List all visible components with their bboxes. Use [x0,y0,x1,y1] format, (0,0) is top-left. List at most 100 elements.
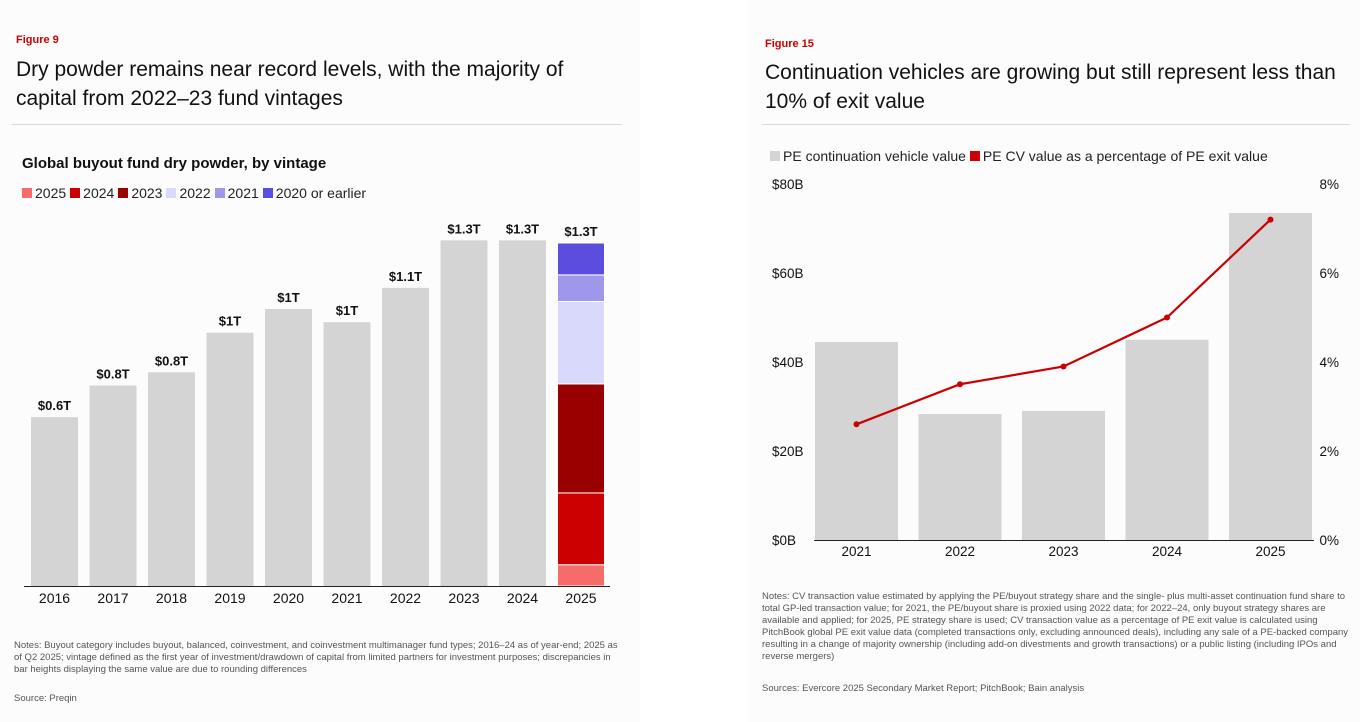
legend-item-right-1: PE CV value as a percentage of PE exit v… [969,148,1268,164]
y-tick-left: $80B [772,177,804,192]
bar-2017 [89,385,137,586]
line-point-2023 [1060,363,1067,370]
legend-swatch [969,151,980,161]
data-label-2019: $1T [219,314,241,329]
x-tick-2021: 2021 [331,590,362,606]
bar-2021 [815,341,898,540]
y-tick-right: 4% [1319,355,1339,370]
legend-swatch [22,188,32,198]
bar-2022 [918,414,1002,540]
x-tick-2019: 2019 [214,590,245,606]
data-label-2018: $0.8T [155,353,188,368]
data-label-2017: $0.8T [96,366,129,381]
bar-segment-2025 [557,564,605,587]
source: Sources: Evercore 2025 Secondary Market … [762,683,1085,694]
bar-2018 [148,372,195,586]
bar-2020 [265,308,312,586]
data-label-2020: $1T [277,290,299,305]
bar-segment-2022 [557,300,605,385]
bar-2022 [382,287,429,586]
x-tick-2022: 2022 [945,544,975,559]
bar-2019 [206,332,254,586]
legend-label: 2025 [35,185,67,201]
bar-2025 [1229,212,1312,541]
bar-segment-2024 [557,492,605,566]
data-label-2023: $1.3T [447,221,480,236]
legend-label: 2022 [179,185,211,201]
x-tick-2023: 2023 [448,590,479,606]
notes: Notes: CV transaction value estimated by… [762,591,1349,662]
x-tick-2021: 2021 [841,544,871,559]
title-divider [762,124,1350,125]
legend-swatch [214,188,225,198]
legend-swatch [70,188,81,198]
x-tick-2024: 2024 [507,590,538,606]
data-label-2016: $0.6T [38,398,71,413]
bar-segment-2021 [557,274,605,302]
notes: Notes: Buyout category includes buyout, … [14,640,618,675]
line-point-2024 [1164,314,1170,321]
legend-label: 2023 [131,185,163,201]
y-tick-right: 8% [1319,177,1339,192]
legend-swatch [262,188,273,198]
figure-label: Figure 9 [16,34,59,46]
legend-item-left-1: 2024 [70,185,114,201]
legend-label: 2020 or earlier [275,185,367,201]
legend-label: PE continuation vehicle value [783,148,966,164]
legend-item-left-4: 2021 [214,185,259,201]
bar-2024 [1125,339,1209,540]
legend-item-right-0: PE continuation vehicle value [770,148,966,164]
legend-item-left-2: 2023 [118,185,162,201]
bar-2024 [499,240,546,586]
data-label-2022: $1.1T [389,269,422,284]
legend-item-left-3: 2022 [166,185,211,201]
line-point-2025 [1267,216,1274,223]
legend-label: 2024 [83,185,115,201]
x-tick-2023: 2023 [1048,544,1078,559]
line-point-2022 [957,381,963,388]
bar-segment-2020-or-earlier [557,242,605,276]
chart-legend: PE continuation vehicle value PE CV value… [770,148,1272,164]
chart-title: Global buyout fund dry powder, by vintag… [22,155,327,172]
x-tick-2018: 2018 [156,590,187,606]
bar-2023 [1022,410,1105,540]
x-tick-2025: 2025 [1255,544,1285,559]
x-tick-2025: 2025 [565,590,596,606]
dry-powder-chart: $0.6T 2016 $0.8T 2017 $0.8T 2018 $1T 2019 $1T 202… [24,221,610,606]
bar-2016 [31,417,78,586]
figure-15-panel: Figure 15 Continuation vehicles are grow… [748,0,1360,722]
y-tick-left: $20B [772,444,804,459]
chart-legend: 2025 2024 2023 2022 2021 2020 or earlier [22,185,370,201]
figure-label: Figure 15 [765,38,814,50]
y-tick-left: $40B [772,355,804,370]
bar-2023 [440,240,488,586]
x-tick-2024: 2024 [1152,544,1183,559]
title-divider [12,124,622,125]
y-tick-right: 6% [1319,266,1339,281]
y-tick-right: 0% [1319,533,1339,548]
x-tick-2017: 2017 [97,590,128,606]
line-point-2021 [853,421,860,428]
legend-swatch [118,188,129,198]
figure-title: Dry powder remains near record levels, w… [16,58,564,110]
data-label-2021: $1T [336,303,358,318]
legend-label: 2021 [227,185,259,201]
figure-9-panel: Figure 9 Dry powder remains near record … [0,0,640,722]
y-tick-left: $0B [772,533,796,548]
legend-item-left-0: 2025 [22,185,66,201]
continuation-vehicles-chart: $0B $20B $40B $60B $80B 0% 2% 4% 6% 8% 2021 2022 202… [772,177,1339,559]
y-tick-left: $60B [772,266,804,281]
legend-swatch [166,188,177,198]
legend-label: PE CV value as a percentage of PE exit v… [982,148,1268,164]
data-label-2024: $1.3T [506,221,539,236]
x-tick-2022: 2022 [390,590,421,606]
y-tick-right: 2% [1319,444,1339,459]
source: Source: Preqin [14,693,77,704]
x-tick-2016: 2016 [39,590,70,606]
legend-swatch [770,151,780,161]
figure-title: Continuation vehicles are growing but st… [765,61,1336,113]
x-tick-2020: 2020 [273,590,304,606]
bar-segment-2023 [557,383,605,494]
bar-2021 [323,322,371,586]
legend-item-left-5: 2020 or earlier [262,185,367,201]
